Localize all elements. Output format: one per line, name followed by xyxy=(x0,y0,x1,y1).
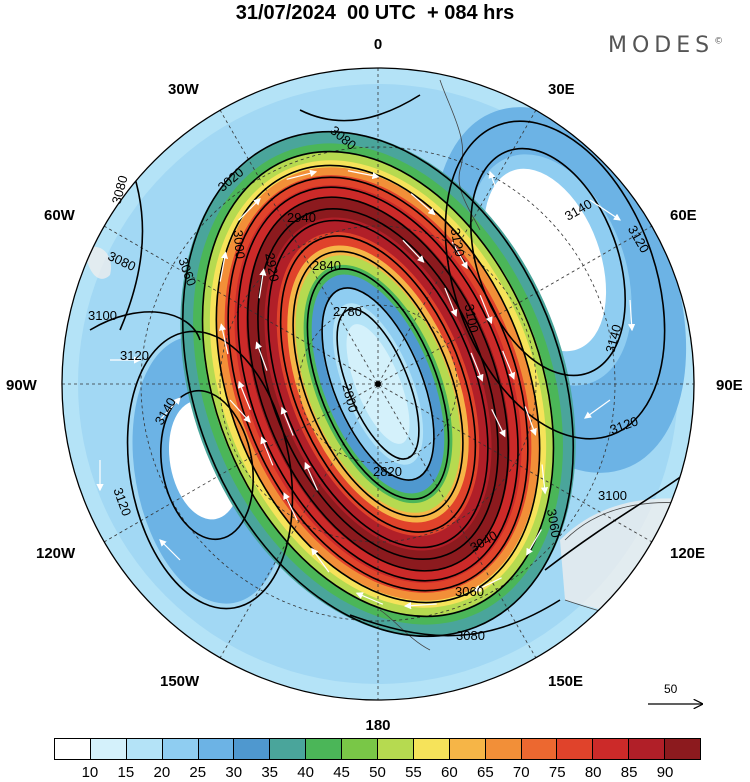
colorbar-tick-label: 75 xyxy=(548,764,566,781)
colorbar-tick-label: 70 xyxy=(512,764,530,781)
colorbar-swatch xyxy=(55,739,91,759)
contour-label: 3000 xyxy=(231,229,248,259)
contour-label: 2840 xyxy=(312,258,341,273)
geopotential-contours xyxy=(89,94,691,638)
lon-label-180: 180 xyxy=(365,717,390,734)
brand-name: MODES xyxy=(608,33,715,58)
colorbar-tick-label: 20 xyxy=(153,764,171,781)
contour-label: 2800 xyxy=(339,382,361,414)
colorbar-swatch xyxy=(629,739,666,759)
colorbar-tick-label: 15 xyxy=(117,764,135,781)
colorbar-swatch xyxy=(270,739,307,759)
colorbar-swatch xyxy=(665,739,701,759)
colorbar-swatch xyxy=(90,739,127,759)
colorbar-swatch xyxy=(198,739,235,759)
colorbar-labels: 10 15 20 25 30 35 40 45 50 55 60 65 70 75 80 85 90 xyxy=(54,764,701,782)
longitude-labels: 0 30E 60E 90E 120E 150E 180 150W 120W 90… xyxy=(6,36,743,734)
contour-label: 3120 xyxy=(120,348,149,363)
pole-marker xyxy=(375,381,381,387)
colorbar-tick-label: 65 xyxy=(476,764,494,781)
contour-label: 2920 xyxy=(262,252,282,283)
colorbar-tick-label: 50 xyxy=(369,764,386,781)
contour-label: 3080 xyxy=(109,174,131,206)
contour-label: 3100 xyxy=(598,488,627,503)
colorbar-swatch xyxy=(413,739,450,759)
contour-label: 2820 xyxy=(373,464,402,479)
lon-label-60e: 60E xyxy=(670,207,697,224)
brand-logo: MODES© xyxy=(608,33,723,58)
colorbar-swatch xyxy=(521,739,558,759)
colorbar-tick-label: 55 xyxy=(405,764,422,781)
contour-label: 3100 xyxy=(462,303,482,334)
lon-label-120w: 120W xyxy=(36,545,76,562)
colorbar-swatch xyxy=(593,739,630,759)
polar-map: 2780 2800 2820 2840 2920 2940 3000 3020 … xyxy=(6,36,743,734)
contour-label: 3140 xyxy=(602,323,624,355)
contour-label: 2940 xyxy=(287,210,316,225)
colorbar-tick-label: 80 xyxy=(584,764,602,781)
lon-label-0: 0 xyxy=(374,36,382,53)
colorbar-tick-label: 45 xyxy=(333,764,350,781)
colorbar xyxy=(54,738,701,760)
colorbar-tick-label: 10 xyxy=(81,764,99,781)
lon-label-60w: 60W xyxy=(44,207,76,224)
contour-label: 2780 xyxy=(333,304,362,319)
colorbar-tick-label: 60 xyxy=(441,764,458,781)
lon-label-90e: 90E xyxy=(716,377,743,394)
colorbar-swatch xyxy=(378,739,414,759)
lon-label-90w: 90W xyxy=(6,377,38,394)
lon-label-120e: 120E xyxy=(670,545,705,562)
colorbar-tick-label: 90 xyxy=(656,764,674,781)
colorbar-tick-label: 85 xyxy=(620,764,638,781)
contour-label: 3100 xyxy=(88,308,117,323)
contour-label: 3120 xyxy=(448,227,468,258)
colorbar-tick-label: 35 xyxy=(261,764,278,781)
colorbar-swatch xyxy=(306,739,343,759)
colorbar-tick-label: 25 xyxy=(189,764,207,781)
lon-label-150e: 150E xyxy=(548,673,583,690)
contour-label: 3080 xyxy=(456,628,485,643)
lon-label-30e: 30E xyxy=(548,81,575,98)
colorbar-swatch xyxy=(162,739,199,759)
map-title: 31/07/2024 00 UTC + 084 hrs xyxy=(235,2,515,24)
colorbar-swatch xyxy=(485,739,522,759)
wind-vectors xyxy=(96,169,636,610)
colorbar-tick-label: 40 xyxy=(297,764,314,781)
contour-label: 3060 xyxy=(544,508,564,539)
brand-mark: © xyxy=(714,36,724,47)
colorbar-swatch xyxy=(126,739,163,759)
graticule xyxy=(62,68,694,700)
map-border xyxy=(61,67,695,701)
reference-vector-label: 50 xyxy=(664,682,678,696)
lon-label-150w: 150W xyxy=(160,673,200,690)
colorbar-tick-label: 30 xyxy=(225,764,243,781)
colorbar-swatch xyxy=(342,739,379,759)
lon-label-30w: 30W xyxy=(168,81,200,98)
colorbar-swatch xyxy=(234,739,271,759)
colorbar-swatch xyxy=(557,739,594,759)
colorbar-swatch xyxy=(449,739,486,759)
contour-label: 3060 xyxy=(455,584,484,599)
